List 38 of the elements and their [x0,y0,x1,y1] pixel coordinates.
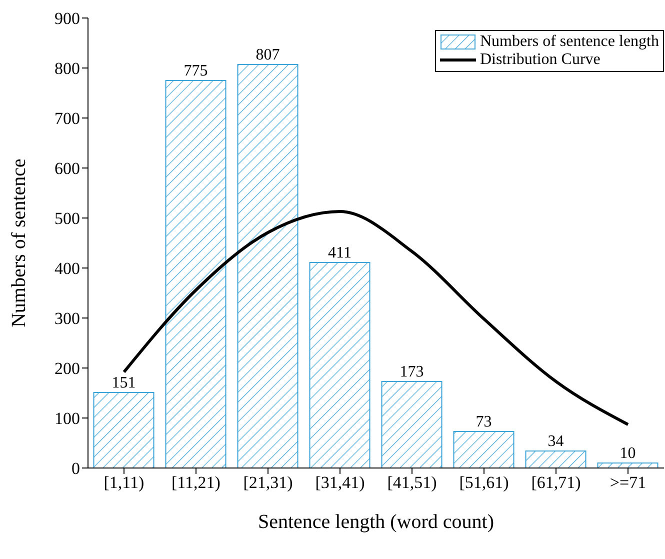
legend-label: Numbers of sentence length [480,33,659,51]
y-tick-label: 600 [54,159,80,178]
y-tick-label: 400 [54,259,80,278]
x-tick-label: [31,41) [315,473,365,492]
data-label: 173 [400,364,424,380]
bar [381,381,442,468]
bar [165,80,226,468]
x-axis-title: Sentence length (word count) [258,511,494,533]
bar [597,462,658,468]
x-tick-label: [61,71) [531,473,581,492]
y-tick-label: 100 [54,409,80,428]
bar [237,64,298,468]
bar [309,262,370,468]
y-tick-label: 0 [72,459,80,478]
x-tick-label: [1,11) [104,473,144,492]
x-tick-label: [41,51) [387,473,437,492]
bar [525,450,586,468]
bar [453,431,514,468]
data-label: 10 [620,445,636,462]
y-tick-label: 300 [54,309,80,328]
bar [93,392,154,468]
x-tick-label: [21,31) [243,473,293,492]
y-tick-label: 500 [54,209,80,228]
data-label: 775 [184,62,208,80]
x-tick-label: >=71 [610,473,646,492]
data-label: 34 [548,433,564,450]
data-label: 411 [328,244,352,262]
data-label: 73 [476,414,492,430]
data-label: 151 [112,374,136,392]
y-tick-label: 700 [54,109,80,128]
x-tick-label: [51,61) [459,473,509,492]
y-axis-title: Numbers of sentence [8,158,30,328]
y-tick-label: 200 [54,359,80,378]
y-tick-label: 800 [54,59,80,78]
y-tick-label: 900 [54,9,80,28]
legend-label: Distribution Curve [480,51,600,69]
data-label: 807 [256,46,280,64]
x-tick-label: [11,21) [172,473,220,492]
